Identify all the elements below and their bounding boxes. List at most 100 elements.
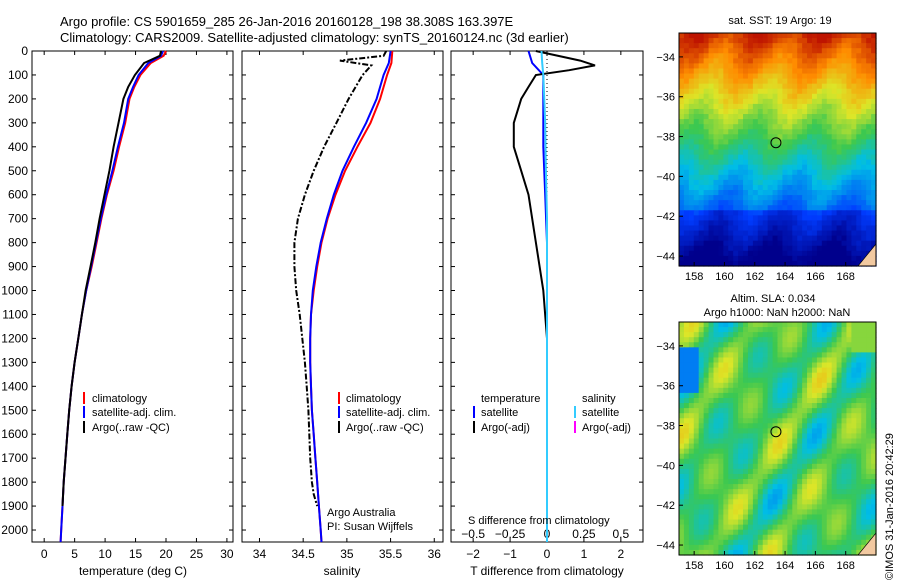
map-cell <box>777 342 784 348</box>
map-cell <box>816 423 823 429</box>
map-cell <box>738 342 744 348</box>
map-cell <box>713 418 719 424</box>
map-cell <box>767 88 774 95</box>
map-cell <box>792 195 798 201</box>
map-cell <box>743 205 749 211</box>
map-cell <box>698 423 705 429</box>
y-tick-label: 1200 <box>1 331 28 345</box>
map-cell <box>747 48 754 54</box>
map-cell <box>851 408 857 414</box>
map-cell <box>738 403 744 409</box>
map-cell <box>762 195 769 201</box>
map-cell <box>743 367 749 374</box>
map-cell <box>733 144 739 151</box>
map-cell <box>762 489 769 495</box>
map-cell <box>792 322 798 328</box>
map-cell <box>807 438 813 445</box>
map-cell <box>683 544 690 551</box>
map-cell <box>802 83 808 90</box>
map-cell <box>831 473 838 480</box>
y-tick-label: 400 <box>8 140 28 154</box>
map-cell <box>738 499 744 505</box>
map-cell <box>816 362 823 369</box>
map-cell <box>728 68 734 75</box>
map-cell <box>718 539 724 546</box>
map-cell <box>743 179 749 186</box>
map-cell <box>807 473 813 480</box>
map-cell <box>777 88 784 95</box>
map-cell <box>767 479 774 485</box>
map-cell <box>743 408 749 414</box>
map-cell <box>782 159 788 166</box>
map-cell <box>807 43 813 49</box>
map-cell <box>713 524 719 531</box>
map-cell <box>787 499 793 505</box>
map-cell <box>747 63 754 70</box>
map-cell <box>693 190 700 196</box>
map-cell <box>871 38 877 44</box>
map-cell <box>846 159 852 166</box>
map-cell <box>767 48 774 54</box>
map-cell <box>738 519 744 526</box>
map-cell <box>698 149 705 156</box>
map-cell <box>851 225 857 232</box>
map-cell <box>797 529 803 536</box>
map-cell <box>836 169 843 176</box>
map-cell <box>728 179 734 186</box>
map-cell <box>802 438 808 445</box>
map-cell <box>792 43 798 49</box>
map-cell <box>851 48 857 54</box>
lon-tick-label: 160 <box>715 271 733 283</box>
map-cell <box>703 392 710 399</box>
map-cell <box>841 240 848 247</box>
map-cell <box>683 93 690 100</box>
y-tick-label: 1300 <box>1 355 28 369</box>
map-cell <box>743 504 749 511</box>
map-cell <box>777 139 784 146</box>
map-cell <box>752 479 759 485</box>
map-cell <box>728 322 734 328</box>
map-cell <box>762 114 769 120</box>
map-cell <box>846 367 852 374</box>
map-cell <box>747 230 754 237</box>
map-cell <box>757 352 764 359</box>
map-cell <box>743 544 749 551</box>
map-cell <box>821 468 828 475</box>
map-cell <box>698 139 705 146</box>
map-cell <box>787 489 793 495</box>
map-cell <box>787 524 793 531</box>
map-cell <box>718 174 724 181</box>
map-cell <box>851 534 857 541</box>
map-cell <box>708 48 715 54</box>
map-cell <box>723 443 729 450</box>
map-cell <box>866 114 872 120</box>
map-cell <box>866 210 872 216</box>
map-cell <box>841 362 848 369</box>
map-cell <box>866 53 872 59</box>
map-cell <box>728 108 734 115</box>
map-cell <box>733 322 739 328</box>
map-cell <box>743 342 749 348</box>
map-cell <box>777 362 784 369</box>
map-cell <box>856 484 862 490</box>
map-cell <box>708 78 715 85</box>
map-cell <box>851 342 857 348</box>
map-cell <box>856 205 862 211</box>
map-cell <box>683 392 690 399</box>
map-cell <box>713 458 719 465</box>
map-cell <box>826 484 833 490</box>
map-cell <box>757 159 764 166</box>
map-cell <box>792 255 798 262</box>
map-cell <box>772 377 779 384</box>
map-cell <box>797 154 803 161</box>
map-cell <box>723 327 729 333</box>
map-cell <box>743 129 749 135</box>
map-cell <box>747 205 754 211</box>
map-cell <box>782 428 788 435</box>
map-cell <box>762 433 769 440</box>
map-cell <box>797 190 803 196</box>
map-cell <box>762 250 769 257</box>
map-cell <box>708 215 715 222</box>
map-cell <box>856 433 862 440</box>
map-cell <box>797 78 803 85</box>
